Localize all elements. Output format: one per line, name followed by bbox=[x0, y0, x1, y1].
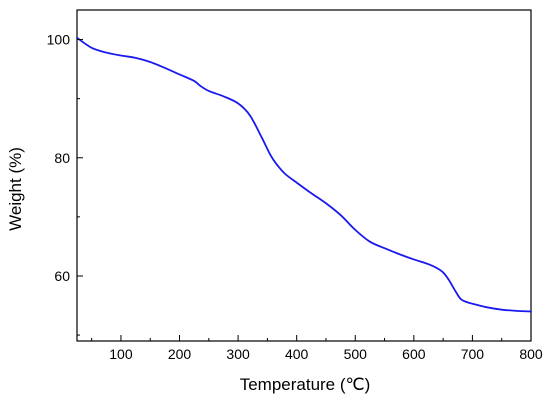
y-tick-label: 60 bbox=[54, 268, 70, 284]
x-tick-label: 700 bbox=[461, 346, 485, 362]
y-axis-title: Weight (%) bbox=[6, 147, 25, 231]
x-tick-label: 300 bbox=[226, 346, 250, 362]
x-tick-label: 800 bbox=[519, 346, 543, 362]
x-tick-label: 100 bbox=[109, 346, 133, 362]
x-tick-label: 600 bbox=[402, 346, 426, 362]
x-tick-label: 500 bbox=[344, 346, 368, 362]
axis-ticks bbox=[77, 39, 532, 341]
y-tick-label: 100 bbox=[47, 32, 71, 48]
plot-area bbox=[76, 9, 532, 342]
plot-frame bbox=[76, 9, 532, 342]
x-axis-title: Temperature (℃) bbox=[240, 375, 371, 394]
x-tick-label: 400 bbox=[285, 346, 309, 362]
x-tick-label: 200 bbox=[168, 346, 192, 362]
tick-labels: 100 200 300 400 500 600 700 800 60 80 100 bbox=[47, 32, 543, 362]
y-tick-label: 80 bbox=[54, 150, 70, 166]
series-line bbox=[76, 36, 532, 313]
